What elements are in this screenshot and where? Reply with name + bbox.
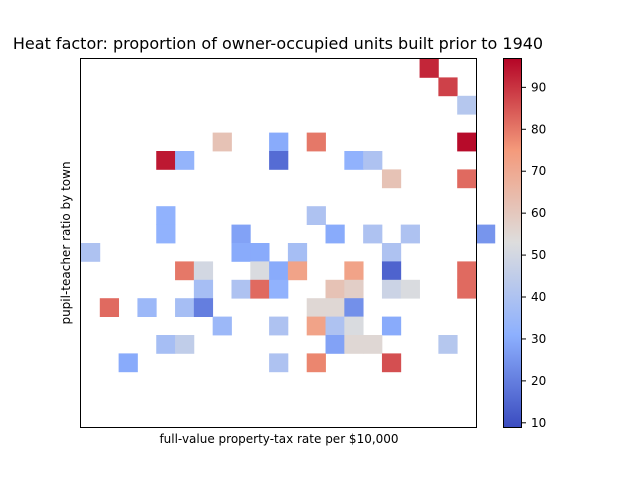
heatmap-cell xyxy=(269,261,289,281)
heatmap-cell xyxy=(193,261,214,281)
plot-area xyxy=(80,58,496,428)
heatmap-cell xyxy=(363,335,383,354)
colorbar-tick-label: 80 xyxy=(531,122,546,136)
colorbar-ticks: 10 20 30 40 50 60 70 80 90 xyxy=(522,80,546,430)
heatmap-cell xyxy=(306,298,326,317)
heatmap-cell xyxy=(344,335,364,354)
colorbar-tick-label: 10 xyxy=(531,416,546,430)
heatmap-cell xyxy=(381,316,402,336)
heatmap-cell xyxy=(419,59,439,78)
heatmap-cell xyxy=(457,95,477,115)
heatmap-cell xyxy=(457,279,477,299)
colorbar-tick-label: 90 xyxy=(531,80,546,94)
heatmap-cell xyxy=(381,353,402,373)
heatmap-cell xyxy=(381,169,402,189)
chart-title: Heat factor: proportion of owner-occupie… xyxy=(13,34,543,53)
heatmap-cell xyxy=(193,298,214,317)
heatmap-cell xyxy=(99,298,120,317)
heatmap-cell xyxy=(344,261,364,281)
colorbar-tick-label: 20 xyxy=(531,374,546,388)
colorbar-tick-label: 50 xyxy=(531,248,546,262)
heatmap-cell xyxy=(231,243,251,262)
heatmap-cell xyxy=(325,316,345,336)
heatmap-cell xyxy=(457,132,477,152)
heatmap-cell xyxy=(212,132,232,152)
heatmap-cell xyxy=(325,335,345,354)
heatmap-cell xyxy=(212,316,232,336)
heatmap-cell xyxy=(344,151,364,170)
heatmap-cell xyxy=(457,261,477,281)
heatmap-cell xyxy=(325,298,345,317)
heatmap-cell xyxy=(269,316,289,336)
colorbar-tick-label: 40 xyxy=(531,290,546,304)
heatmap-cell xyxy=(156,151,176,170)
heatmap-cell xyxy=(269,151,289,170)
heatmap-cell xyxy=(438,335,458,354)
heatmap-cell xyxy=(137,298,157,317)
heatmap-cell xyxy=(306,353,326,373)
heatmap-cell xyxy=(476,224,496,244)
colorbar-gradient xyxy=(504,58,522,427)
heatmap-cell xyxy=(175,335,195,354)
heatmap-cell xyxy=(363,224,383,244)
heatmap-cell xyxy=(438,77,458,97)
heatmap-cell xyxy=(457,169,477,189)
heatmap-cell xyxy=(156,335,176,354)
colorbar: 10 20 30 40 50 60 70 80 90 xyxy=(503,58,546,430)
heatmap-cell xyxy=(325,224,345,244)
colorbar-tick-label: 30 xyxy=(531,332,546,346)
heatmap-cell xyxy=(175,261,195,281)
heatmap-cell xyxy=(287,243,308,262)
heatmap-cell xyxy=(381,261,402,281)
colorbar-frame xyxy=(503,58,522,428)
heatmap-cell xyxy=(344,298,364,317)
heatmap-cell xyxy=(175,298,195,317)
heatmap-cell xyxy=(344,279,364,299)
x-axis-label: full-value property-tax rate per $10,000 xyxy=(159,432,398,446)
heatmap-cell xyxy=(231,224,251,244)
heatmap-cell xyxy=(306,316,326,336)
plot-frame xyxy=(80,58,477,428)
heatmap-cell xyxy=(250,261,270,281)
heatmap-cell xyxy=(269,279,289,299)
heatmap-cell xyxy=(231,279,251,299)
colorbar-tick-label: 70 xyxy=(531,164,546,178)
heatmap-cell xyxy=(306,132,326,152)
heatmap-cell xyxy=(175,151,195,170)
heatmap-cell xyxy=(118,353,138,373)
heatmap-cell xyxy=(325,279,345,299)
heatmap-cell xyxy=(156,206,176,225)
heatmap-cell xyxy=(269,132,289,152)
colorbar-tick-label: 60 xyxy=(531,206,546,220)
heatmap-cell xyxy=(381,243,402,262)
heatmap-cell xyxy=(400,279,420,299)
heatmap-cell xyxy=(269,353,289,373)
heatmap-cell xyxy=(381,279,402,299)
heatmap-cells xyxy=(81,59,496,373)
y-axis-label: pupil-teacher ratio by town xyxy=(59,161,73,324)
heatmap-cell xyxy=(250,279,270,299)
heatmap-cell xyxy=(193,279,214,299)
heatmap-cell xyxy=(250,243,270,262)
heatmap-cell xyxy=(344,316,364,336)
heatmap-cell xyxy=(363,151,383,170)
heatmap-cell xyxy=(156,224,176,244)
heatmap-cell xyxy=(81,243,101,262)
heatmap-cell xyxy=(306,206,326,225)
heatmap-cell xyxy=(400,224,420,244)
heatmap-cell xyxy=(287,261,308,281)
